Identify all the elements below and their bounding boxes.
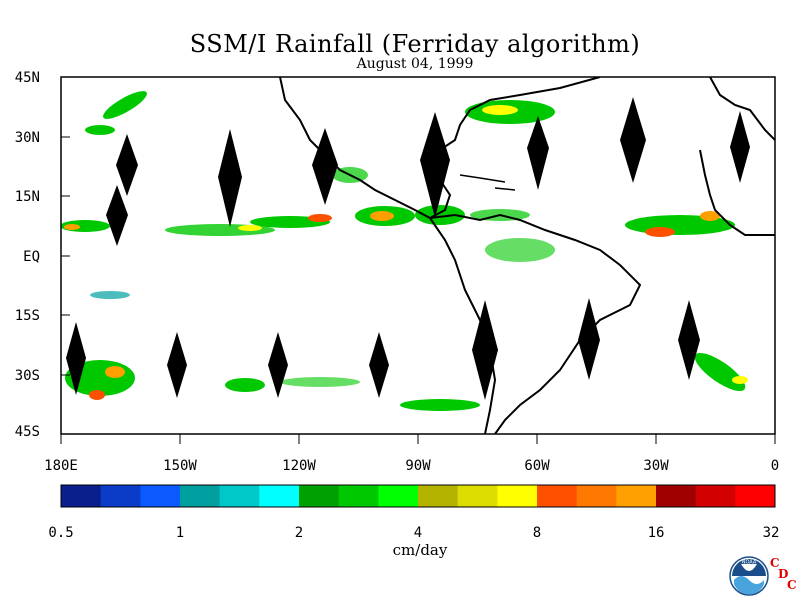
x-axis-labels: 180E 150W 120W 90W 60W 30W 0 [44,458,779,474]
rain-patch [308,214,332,222]
colorbar-swatch [140,485,181,507]
gap-diamond [730,111,750,183]
rain-patch [485,238,555,262]
y-tick-label: 30S [15,368,40,384]
gap-diamond [167,332,187,398]
cdc-logo-letter: C [787,578,797,592]
colorbar-swatch [378,485,419,507]
x-tick-label: 60W [524,458,550,474]
rain-patch [694,352,746,392]
colorbar-swatch [616,485,657,507]
colorbar-swatch [100,485,141,507]
colorbar-swatch [259,485,300,507]
rain-patch [105,366,125,378]
y-tick-marks [61,76,70,435]
map-date: August 04, 1999 [356,56,474,72]
gap-diamond [472,300,498,400]
gap-diamond [578,298,600,380]
rain-patch [280,377,360,387]
colorbar-label: 1 [176,525,184,541]
colorbar-swatch [61,485,102,507]
noaa-logo-text: NOAA [742,560,757,566]
rain-patch [90,291,130,299]
colorbar-swatch [537,485,578,507]
y-tick-label: 15N [15,189,40,205]
cdc-logo-letter: C [770,556,780,570]
gap-diamond [678,300,700,380]
rain-patch [415,205,465,225]
colorbar-units: cm/day [392,541,448,559]
rain-patch [645,227,675,237]
y-tick-label: 15S [15,308,40,324]
gap-diamond [527,116,549,190]
rain-patch [482,105,518,115]
rain-patch [64,224,80,230]
map-title: SSM/I Rainfall (Ferriday algorithm) [189,30,641,58]
noaa-logo: NOAA [729,556,769,596]
plot-frame [60,76,776,435]
rain-patch [103,91,147,119]
colorbar-swatch [418,485,459,507]
rain-patch [225,378,265,392]
colorbar-swatch [338,485,379,507]
x-tick-label: 30W [643,458,669,474]
rain-patch [89,390,105,400]
colorbar-swatch [180,485,221,507]
x-tick-label: 90W [405,458,431,474]
colorbar-label: 0.5 [48,525,73,541]
map-content [61,77,775,434]
x-tick-label: 0 [771,458,779,474]
gap-diamond [116,134,138,196]
gap-diamond [369,332,389,398]
x-tick-label: 120W [282,458,316,474]
colorbar-label: 8 [533,525,541,541]
africa-coast [699,77,775,236]
rain-patch [85,125,115,135]
y-tick-label: 45S [15,424,40,440]
colorbar-swatch [299,485,340,507]
colorbar-swatch [457,485,498,507]
rainfall-patches [61,91,748,411]
colorbar-swatch [576,485,617,507]
rain-patch [732,376,748,384]
x-tick-label: 180E [44,458,78,474]
colorbar-label: 4 [414,525,422,541]
colorbar-label: 16 [648,525,665,541]
x-tick-marks [60,434,776,444]
y-tick-label: EQ [23,249,40,265]
colorbar-swatch [497,485,538,507]
x-tick-label: 150W [163,458,197,474]
swath-gaps [66,97,750,400]
gap-diamond [218,129,242,227]
gap-diamond [106,185,128,246]
y-tick-label: 30N [15,130,40,146]
gap-diamond [420,112,450,218]
colorbar-label: 2 [295,525,303,541]
rain-patch [700,211,720,221]
colorbar-swatch [656,485,697,507]
colorbar-frame [60,484,776,508]
gap-diamond [620,97,646,183]
gap-diamond [268,332,288,398]
y-axis-labels: 45N 30N 15N EQ 15S 30S 45S [15,70,40,440]
cdc-logo-letter: D [778,567,789,581]
rain-patch [370,211,394,221]
gap-diamond [66,322,86,395]
rain-patch [238,225,262,231]
colorbar-swatch [695,485,736,507]
colorbar-swatch [219,485,260,507]
colorbar [60,484,776,508]
colorbar-swatch [735,485,776,507]
colorbar-label: 32 [763,525,780,541]
caribbean-islands [459,174,516,191]
y-tick-label: 45N [15,70,40,86]
colorbar-labels: 0.5 1 2 4 8 16 32 [48,525,779,541]
rain-patch [400,399,480,411]
gap-diamond [312,128,338,205]
